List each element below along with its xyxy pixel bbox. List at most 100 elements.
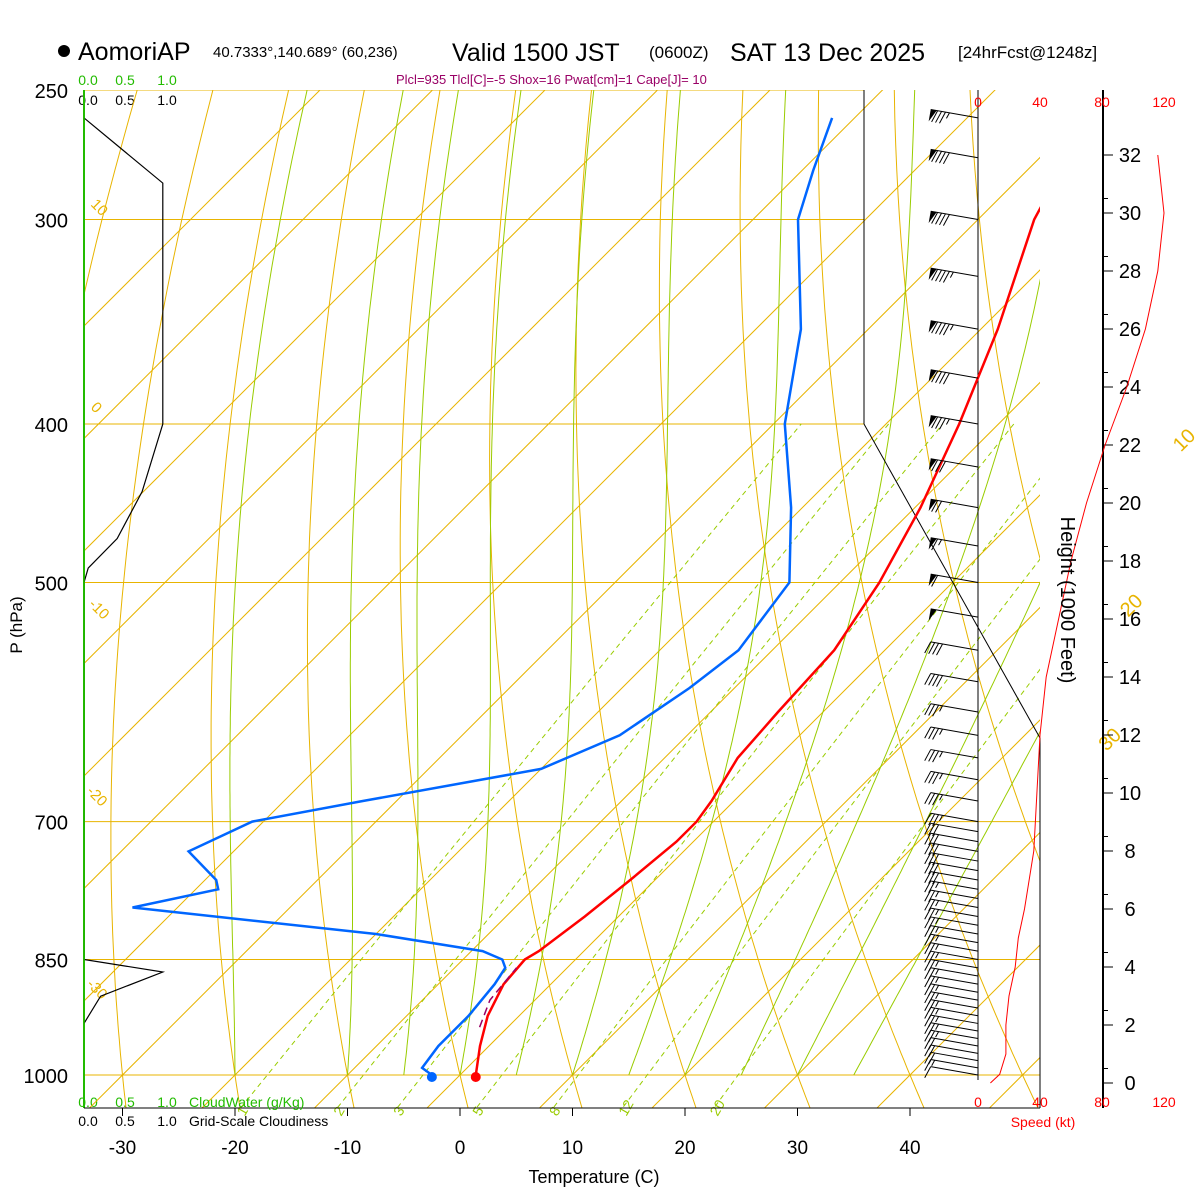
dry-adiabat-line [84, 90, 138, 297]
wind-barb-staff [930, 792, 979, 802]
wind-barb-flag [942, 372, 950, 385]
wind-barb-staff [930, 999, 979, 1009]
wind-barb-pennant [928, 458, 937, 471]
parcel-path-line [478, 967, 518, 1028]
wind-barb-flag [931, 538, 939, 551]
height-tick-label: 8 [1124, 841, 1135, 863]
wind-barb-half-flag [939, 728, 943, 735]
wind-barb-flag [928, 813, 936, 826]
wind-barb-flag [931, 416, 939, 429]
wind-barb-flag [924, 842, 932, 855]
wind-barb-flag [942, 152, 950, 165]
wind-barb-flag [932, 863, 940, 876]
mixing-ratio-line [475, 423, 1015, 1108]
wind-barb-half-flag [935, 1023, 940, 1030]
isotherm-line [876, 944, 1040, 1108]
cloudiness-tick-label: 0.5 [115, 92, 135, 108]
wind-barb-half-flag [935, 968, 940, 975]
dry-adiabat-line [893, 90, 1040, 863]
dry-adiabat-line [306, 90, 365, 1108]
speed-tick-label: 0 [974, 1094, 982, 1110]
height-tick-label: 4 [1124, 957, 1135, 979]
wind-barb-staff [930, 1014, 979, 1024]
moist-adiabat-line [853, 730, 1040, 1076]
wind-barb-flag [931, 212, 939, 224]
temperature-tick-label: -30 [109, 1138, 136, 1159]
wind-barb-flag [928, 1052, 936, 1065]
cloudwater-tick-label: 1.0 [157, 1094, 177, 1110]
wind-barb-flag [928, 853, 936, 865]
wind-barb-flag [924, 812, 932, 825]
wind-barb-flag [924, 871, 932, 884]
cloudiness-tick-label: 0.0 [78, 92, 98, 108]
wind-barb-flag [924, 1066, 932, 1079]
height-tick-label: 14 [1119, 667, 1141, 689]
wind-barb-flag [928, 673, 936, 686]
cloudiness-axis-label: Grid-Scale Cloudiness [189, 1113, 328, 1129]
wind-barb-flag [924, 726, 932, 739]
surface-dewpoint-dot [426, 1072, 437, 1082]
wind-barb-flag [928, 823, 936, 836]
wind-barb-staff [930, 672, 979, 683]
cloudwater-top-scale: 0.0 0.0 0.5 0.5 1.0 1.0 [78, 72, 177, 1110]
wind-barb-staff [930, 1059, 979, 1069]
wind-barb-flag [924, 898, 932, 911]
wind-barb-staff [930, 842, 979, 852]
wind-barb-staff [930, 916, 979, 926]
wind-barb-flag [928, 992, 936, 1004]
wind-barb-flag [932, 853, 940, 866]
isotherm-line [88, 156, 1040, 1108]
dry-adiabat-line [575, 90, 697, 1108]
height-tick-label: 18 [1119, 551, 1141, 573]
mixing-ratio-line [336, 423, 889, 1108]
moist-adiabat-line [347, 90, 404, 1076]
temperature-tick-label: -10 [334, 1138, 361, 1159]
wind-barb-pennant [928, 537, 937, 550]
wind-barb-staff [930, 925, 979, 935]
wind-barb-flag [931, 575, 939, 587]
height-tick-label: 6 [1124, 899, 1135, 921]
cloudiness-tick-label: 0.5 [115, 1113, 135, 1129]
wind-barb-half-flag [935, 918, 940, 925]
wind-barb-half-flag [935, 900, 940, 907]
height-tick-label: 20 [1119, 493, 1141, 515]
wind-barb-flag [928, 1030, 936, 1043]
speed-tick-label: 40 [1032, 94, 1048, 110]
wind-barb-staff [930, 573, 979, 583]
wind-barb-flag [939, 417, 946, 430]
wind-barb-flag [932, 872, 940, 885]
wind-barb-pennant [928, 109, 937, 122]
height-tick-label: 30 [1119, 203, 1141, 225]
dry-adiabat-label: -20 [83, 783, 110, 810]
height-tick-label: 16 [1119, 609, 1141, 631]
pressure-tick-label: 400 [35, 415, 68, 437]
wind-barb-flag [942, 323, 950, 336]
dewpoint-line [132, 117, 834, 1077]
wind-barb-flag [924, 852, 932, 865]
dry-adiabat-label: -10 [85, 596, 112, 623]
wind-barb-flag [928, 908, 936, 921]
dry-adiabat-line [110, 90, 214, 1108]
pressure-tick-label: 500 [35, 574, 68, 596]
wind-barb-flag [928, 881, 936, 894]
wind-barb-flag [939, 270, 946, 283]
wind-barb-pennant [928, 149, 937, 162]
pressure-tick-label: 250 [35, 81, 68, 103]
dry-adiabat-label: -30 [83, 976, 110, 1003]
wind-barb-staff [930, 898, 979, 909]
wind-barb-flag [928, 1038, 936, 1050]
wind-barb-flag [942, 214, 950, 226]
wind-barb-staff [930, 210, 979, 221]
wind-barb-flag [928, 917, 936, 929]
wind-barb-half-flag [935, 909, 940, 916]
wind-barb-staff [930, 983, 979, 993]
y-axis-title: P (hPa) [7, 596, 26, 653]
wind-barb-flag [932, 728, 940, 740]
dry-adiabat-line [739, 90, 925, 1108]
valid-time: Valid 1500 JST [452, 39, 620, 67]
wind-barb-flag [942, 271, 950, 283]
wind-barb-flag [928, 1015, 936, 1028]
wind-barb-flag [932, 824, 940, 837]
wind-barb-flag [935, 460, 943, 472]
